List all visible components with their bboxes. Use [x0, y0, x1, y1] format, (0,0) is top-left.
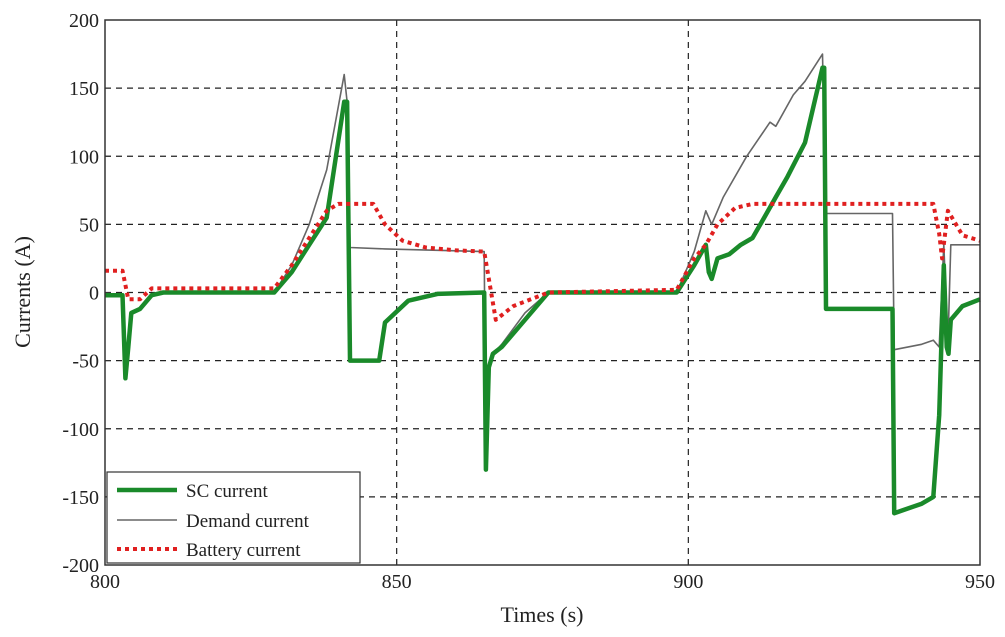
grid — [105, 20, 980, 565]
y-tick-label: -50 — [72, 351, 99, 373]
legend-label-demand-current: Demand current — [186, 511, 310, 532]
series-line-sc-current — [105, 65, 981, 516]
y-tick-label: -200 — [62, 555, 99, 577]
y-tick-label: 150 — [69, 78, 99, 100]
x-tick-label: 850 — [382, 571, 412, 593]
series-line-battery-current — [105, 201, 981, 322]
x-tick-label: 800 — [90, 571, 120, 593]
axis-ticks: 800 850 900 950 -200 -150 -100 -50 0 50 100 150 200 — [62, 10, 995, 593]
x-tick-label: 900 — [673, 571, 703, 593]
x-axis-label: Times (s) — [501, 602, 584, 627]
series-layer — [105, 53, 981, 516]
y-tick-label: -100 — [62, 419, 99, 441]
legend: SC current Demand current Battery curren… — [106, 471, 361, 564]
y-tick-label: 0 — [89, 283, 99, 305]
y-tick-label: 100 — [69, 146, 99, 168]
legend-label-sc-current: SC current — [186, 481, 269, 502]
legend-label-battery-current: Battery current — [186, 540, 301, 561]
y-axis-label: Currents (A) — [10, 236, 35, 348]
x-tick-label: 950 — [965, 571, 995, 593]
y-tick-label: -150 — [62, 487, 99, 509]
y-tick-label: 200 — [69, 10, 99, 32]
y-tick-label: 50 — [79, 214, 99, 236]
series-line-demand-current — [105, 53, 980, 471]
